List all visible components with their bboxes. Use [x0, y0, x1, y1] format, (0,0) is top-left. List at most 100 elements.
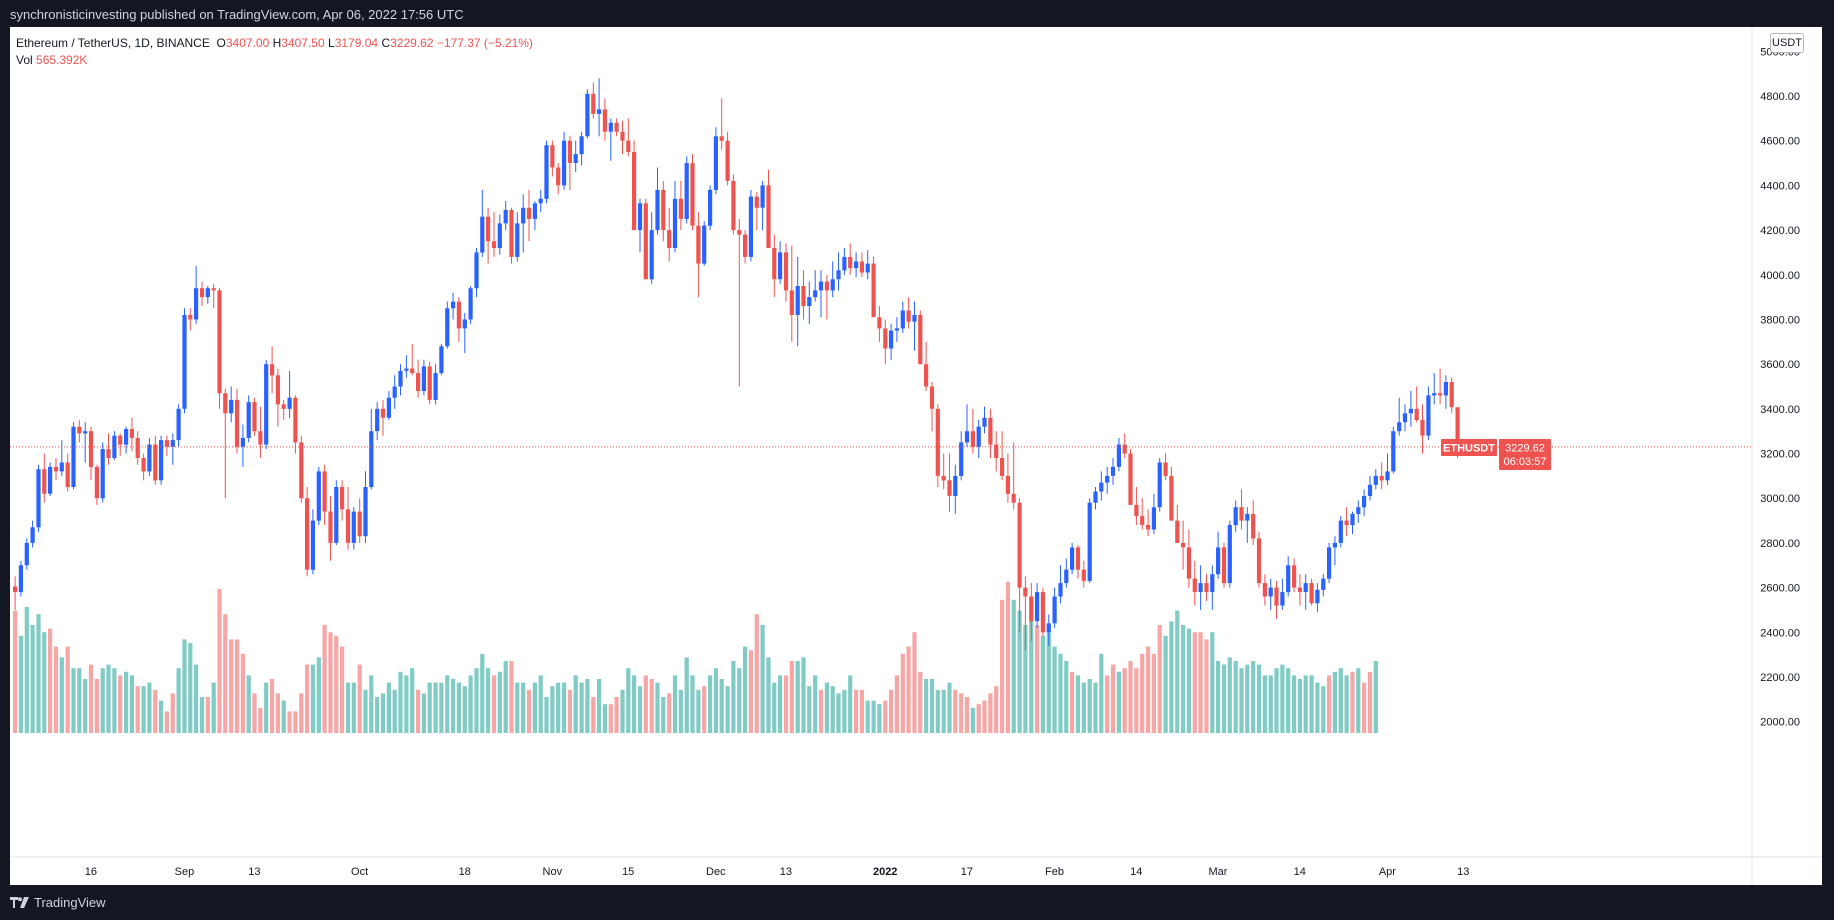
candle-body — [310, 520, 315, 570]
candle-body — [1128, 453, 1133, 505]
candle-body — [1192, 578, 1197, 593]
candle — [626, 118, 631, 157]
volume-bar — [299, 693, 304, 733]
candle — [1058, 565, 1063, 604]
price-axis[interactable]: 5000.004800.004600.004400.004200.004000.… — [1760, 46, 1800, 728]
candle-body — [1175, 520, 1180, 543]
candle-body — [491, 241, 497, 248]
candle-body — [573, 154, 578, 163]
candle-body — [468, 288, 473, 320]
candle-body — [1245, 513, 1250, 521]
candle — [842, 248, 847, 275]
candle-body — [1204, 583, 1209, 592]
candle — [445, 301, 450, 349]
candle — [199, 281, 205, 307]
candle-body — [1256, 538, 1262, 584]
open-value: 3407.00 — [225, 36, 270, 50]
candle-body — [182, 315, 187, 409]
candle — [521, 194, 526, 253]
volume-bar — [334, 635, 339, 733]
volume-bar — [258, 707, 263, 733]
candle-body — [398, 370, 403, 387]
candle — [433, 364, 438, 405]
volume-bar — [398, 671, 403, 733]
candle-body — [53, 466, 59, 472]
y-tick-label: 3200.00 — [1760, 449, 1800, 461]
volume-bar — [1239, 668, 1244, 733]
candle — [1327, 542, 1332, 584]
candle — [404, 355, 409, 378]
currency-button[interactable]: USDT — [1770, 33, 1804, 53]
candle-body — [194, 288, 199, 320]
candle-body — [1350, 513, 1355, 526]
volume-bar — [1350, 671, 1355, 733]
candle — [380, 399, 386, 436]
candle-body — [1402, 413, 1408, 423]
volume-bar — [240, 653, 245, 733]
volume-label[interactable]: Vol — [16, 53, 33, 67]
candle-body — [783, 252, 789, 291]
volume-bar — [188, 643, 193, 733]
candle — [1186, 529, 1191, 588]
candle — [1181, 520, 1186, 570]
volume-bar — [795, 661, 800, 733]
volume-bar — [778, 675, 783, 733]
candle-body — [1379, 475, 1384, 481]
candle-body — [1338, 520, 1343, 543]
volume-bar — [1262, 675, 1267, 733]
candle-body — [1046, 623, 1051, 633]
close-value: 3229.62 — [390, 36, 434, 50]
price-label: ETHUSDT 3229.62 06:03:57 — [1441, 439, 1551, 470]
symbol-label[interactable]: Ethereum / TetherUS, 1D, BINANCE — [16, 36, 210, 50]
time-axis[interactable]: 16 Sep 13 Oct 18 Nov 15 Dec 13 2022 17 Feb 14 Mar 14 Ap… — [85, 866, 1470, 878]
tradingview-brand[interactable]: TradingView — [10, 895, 106, 910]
volume-bar — [1309, 675, 1314, 733]
candle-body — [211, 288, 216, 291]
candle-body — [83, 431, 88, 434]
candle-body — [737, 230, 742, 235]
candle-body — [509, 210, 514, 257]
candle-body — [1169, 475, 1174, 521]
candle-body — [246, 402, 251, 438]
candle-body — [562, 140, 567, 186]
candle-body — [503, 210, 508, 224]
volume-bar — [234, 639, 240, 733]
candle — [719, 98, 724, 150]
candle — [1081, 560, 1086, 588]
candle — [129, 417, 134, 452]
candle-body — [88, 431, 94, 467]
candle — [1151, 493, 1156, 534]
x-tick-label: 14 — [1294, 866, 1306, 878]
volume-bar — [713, 668, 718, 733]
candle — [1292, 558, 1297, 593]
candle — [310, 509, 315, 575]
candle-body — [579, 136, 584, 155]
candle-body — [100, 449, 105, 499]
candle — [205, 286, 210, 304]
candle-body — [1058, 583, 1063, 597]
candle — [748, 189, 753, 262]
candle — [964, 404, 970, 447]
candle — [369, 408, 374, 490]
candle — [48, 462, 53, 496]
candlestick-chart[interactable]: 5000.004800.004600.004400.004200.004000.… — [10, 27, 1822, 885]
candle — [1420, 404, 1425, 454]
candle — [649, 212, 654, 284]
candle-body — [1221, 547, 1227, 584]
countdown-text: 06:03:57 — [1504, 456, 1547, 468]
volume-bar — [871, 700, 876, 733]
candle-body — [894, 328, 899, 331]
candle-body — [1052, 596, 1057, 624]
volume-bar — [672, 675, 678, 733]
candle-body — [270, 364, 275, 376]
volume-bar — [1280, 664, 1285, 733]
candle — [1075, 545, 1081, 579]
candle — [147, 437, 152, 476]
chart-area[interactable]: 5000.004800.004600.004400.004200.004000.… — [10, 27, 1822, 885]
candle — [1438, 368, 1443, 405]
volume-bar — [509, 661, 514, 733]
volume-bar — [1017, 610, 1022, 733]
candle-body — [1075, 547, 1081, 570]
candle-body — [404, 368, 409, 371]
candle-body — [941, 475, 946, 481]
